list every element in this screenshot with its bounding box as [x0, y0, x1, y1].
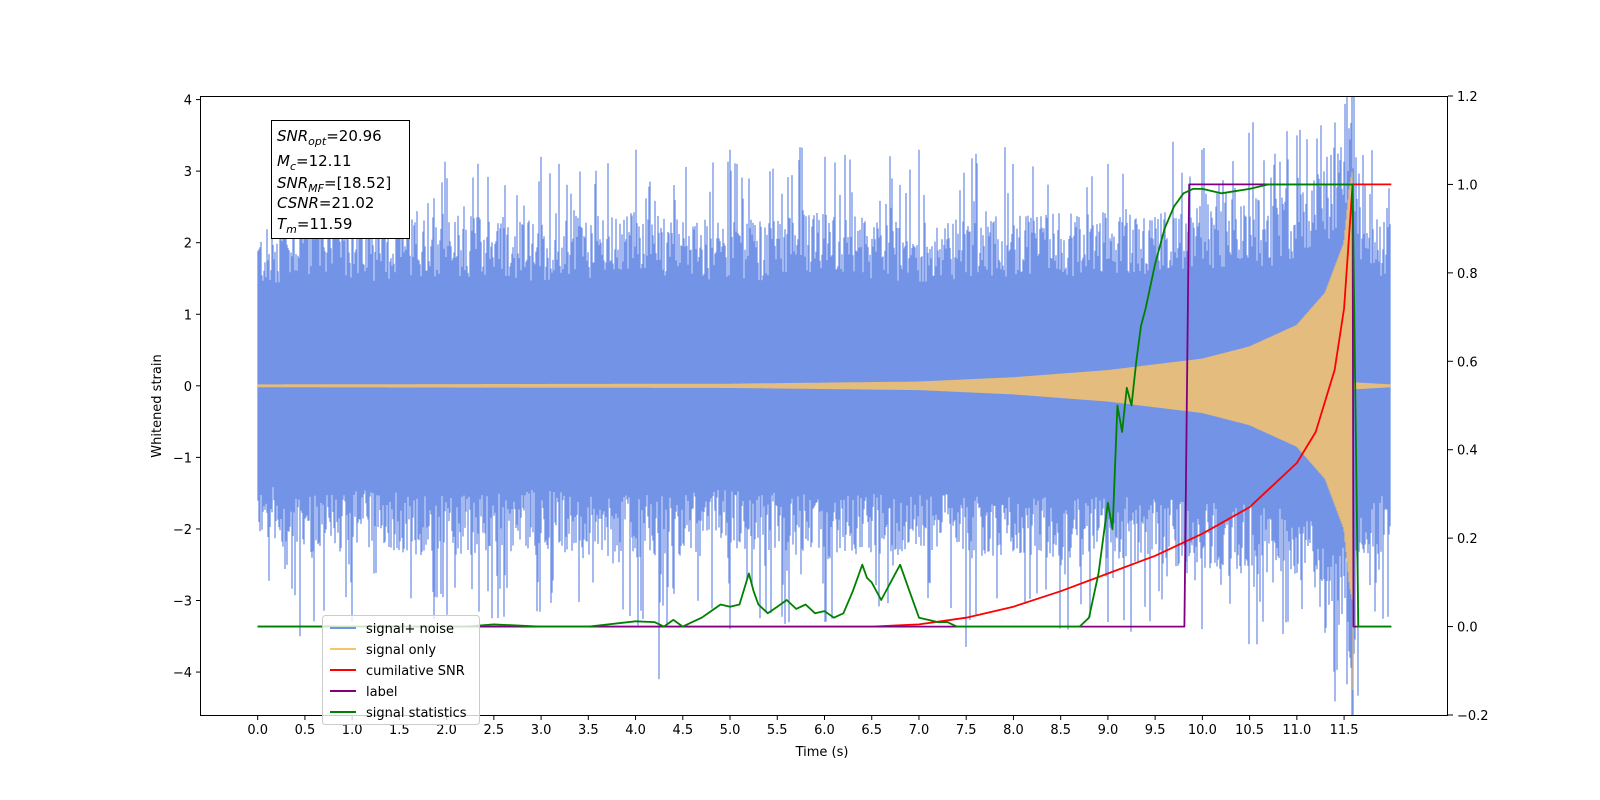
series-signal-statistics — [257, 183, 1392, 628]
x-tick-label: 7.0 — [909, 723, 930, 738]
x-tick-label: 4.5 — [672, 723, 693, 738]
y-tick-label: 2 — [184, 237, 192, 252]
annotation-box: SNRopt=20.96 Mc=12.11 SNRMF=[18.52] CSNR… — [271, 120, 410, 239]
annotation-mc: Mc=12.11 — [277, 152, 352, 173]
legend-cumulative-snr-text: cumilative SNR — [366, 664, 465, 679]
x-tick-label: 10.0 — [1188, 723, 1217, 738]
y-tick-label: −2 — [173, 523, 192, 538]
x-tick-label: 9.0 — [1098, 723, 1119, 738]
y2-tick-label: 0.6 — [1457, 355, 1478, 370]
x-tick-label: 1.0 — [342, 723, 363, 738]
y2-tick-label: 0.8 — [1457, 267, 1478, 282]
x-tick-label: 6.5 — [861, 723, 882, 738]
x-tick-label: 2.0 — [436, 723, 457, 738]
y-tick-label: 0 — [184, 380, 192, 395]
x-tick-label: 0.0 — [247, 723, 268, 738]
legend-signal-noise-text: signal+ noise — [366, 622, 454, 637]
y2-tick-label: 0.2 — [1457, 532, 1478, 547]
x-tick-label: 4.0 — [625, 723, 646, 738]
y2-tick-label: 1.0 — [1457, 178, 1478, 193]
y-tick-label: 1 — [184, 308, 192, 323]
y-axis-label: Whitened strain — [150, 354, 165, 457]
annotation-csnr: CSNR=21.02 — [277, 194, 374, 212]
legend-label-text: label — [366, 685, 397, 700]
x-tick-label: 8.5 — [1050, 723, 1071, 738]
y-tick-label: −3 — [173, 595, 192, 610]
x-tick-label: 11.5 — [1330, 723, 1359, 738]
x-tick-label: 5.0 — [720, 723, 741, 738]
x-axis-label: Time (s) — [795, 745, 849, 760]
annotation-snr-opt: SNRopt=20.96 — [277, 127, 382, 148]
x-tick-label: 5.5 — [767, 723, 788, 738]
x-tick-label: 9.5 — [1145, 723, 1166, 738]
annotation-tm: Tm=11.59 — [277, 215, 352, 236]
x-tick-label: 3.5 — [578, 723, 599, 738]
y2-tick-label: 0.4 — [1457, 444, 1478, 459]
x-tick-label: 8.0 — [1003, 723, 1024, 738]
y-axis-right: 1.2 1.0 0.8 0.6 0.4 0.2 0.0 −0.2 — [1448, 90, 1489, 724]
y-tick-label: 4 — [184, 94, 192, 109]
x-tick-label: 3.0 — [531, 723, 552, 738]
x-tick-label: 0.5 — [295, 723, 316, 738]
legend-signal-only-text: signal only — [366, 643, 436, 658]
x-tick-label: 11.0 — [1282, 723, 1311, 738]
y-tick-label: −1 — [173, 451, 192, 466]
x-tick-label: 2.5 — [484, 723, 505, 738]
x-tick-label: 6.0 — [814, 723, 835, 738]
x-tick-label: 7.5 — [956, 723, 977, 738]
legend: signal+ noise signal only cumilative SNR la… — [322, 615, 480, 725]
legend-signal-statistics-text: signal statistics — [366, 706, 467, 721]
series-layer — [257, 96, 1392, 715]
x-axis: 0.0 0.5 1.0 1.5 2.0 2.5 3.0 3.5 4.0 4.5 5.0 5.5 6.0 6… — [247, 715, 1359, 738]
y2-tick-label: 0.0 — [1457, 621, 1478, 636]
series-signal-only — [257, 172, 1391, 690]
y-tick-label: −4 — [173, 666, 192, 681]
annotation-snr-mf: SNRMF=[18.52] — [277, 174, 391, 195]
y-axis-left: 4 3 2 1 0 −1 −2 −3 −4 — [173, 94, 201, 681]
x-tick-label: 10.5 — [1235, 723, 1264, 738]
y2-tick-label: 1.2 — [1457, 90, 1478, 105]
y-tick-label: 3 — [184, 165, 192, 180]
y2-tick-label: −0.2 — [1457, 709, 1489, 724]
series-cumulative-snr — [257, 183, 1392, 628]
x-tick-label: 1.5 — [389, 723, 410, 738]
